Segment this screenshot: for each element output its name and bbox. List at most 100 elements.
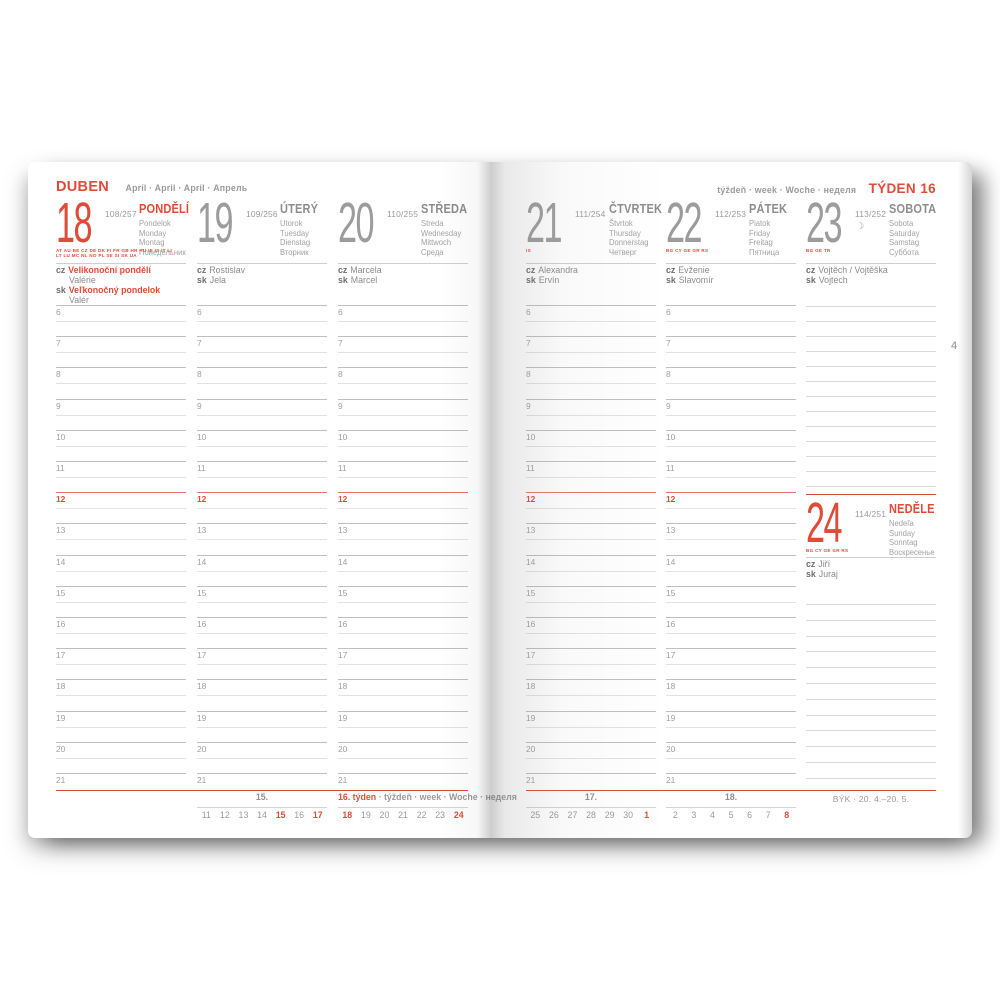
half-hour-line [197, 757, 327, 759]
notes-line [806, 351, 936, 352]
half-hour-line [197, 477, 327, 478]
weekday-title: ČTVRTEK [609, 202, 663, 216]
hour-label: 20 [666, 743, 676, 754]
hour-label: 18 [56, 681, 66, 692]
half-hour-line [526, 664, 656, 666]
right-page-week-rule [526, 790, 936, 791]
day-column-20: 20 110/255 STŘEDA Streda Wednesday Mittwoch Ср… [338, 162, 468, 838]
nameday-block: cz Jiří sk Juraj [806, 559, 936, 580]
hour-label: 9 [56, 400, 61, 411]
nameday-country-prefix: sk [338, 274, 348, 285]
hour-line [526, 305, 656, 306]
half-hour-line [197, 664, 327, 666]
hour-label: 16 [56, 619, 66, 629]
names-separator [806, 263, 936, 264]
hour-line [197, 523, 327, 525]
hour-label: 21 [338, 775, 348, 785]
notes-line [806, 762, 936, 763]
half-hour-line [56, 695, 186, 697]
nameday-row: sk Vojtech [806, 275, 936, 286]
nameday-country-prefix: sk [197, 274, 207, 285]
half-hour-line [56, 508, 186, 510]
hour-label: 12 [338, 494, 348, 505]
hour-label: 10 [526, 431, 536, 442]
half-hour-line [666, 601, 796, 603]
day-header-23: 23 113/252 ☾ SOBOTA Sobota Saturday Samstag Суб… [806, 191, 936, 264]
half-hour-line [338, 445, 468, 447]
half-hour-line [197, 539, 327, 541]
hour-label: 19 [526, 712, 536, 723]
nameday-block: cz Alexandra sk Ervín [526, 265, 656, 286]
weekday-title: PONDĚLÍ [139, 202, 190, 216]
hour-line [666, 492, 796, 494]
weekday-title: STŘEDA [421, 202, 468, 216]
hour-label: 7 [197, 338, 202, 349]
notes-line [806, 441, 936, 442]
footer-rule [338, 807, 468, 808]
day-number: 23 [806, 191, 843, 255]
half-hour-line [338, 664, 468, 666]
footer-day-numbers: 2 3 4 5 6 7 8 [666, 810, 796, 820]
hour-line [666, 585, 796, 587]
hour-label: 14 [56, 556, 66, 567]
nameday-text: Veľkonočný pondelok [68, 284, 161, 295]
names-separator [56, 263, 186, 264]
hour-line [197, 773, 327, 774]
hour-label: 8 [338, 369, 343, 380]
nameday-text: Vojtěch / Vojtěška [818, 265, 888, 275]
nameday-country-prefix: cz [56, 265, 66, 275]
half-hour-line [666, 633, 796, 634]
notes-line [806, 635, 936, 637]
hour-label: 18 [197, 681, 207, 692]
hour-line [526, 710, 656, 712]
hour-line [56, 710, 186, 712]
hour-label: 11 [666, 463, 675, 473]
holiday-country-codes: BG CY GE GR RS [806, 548, 849, 553]
hour-line [56, 523, 186, 525]
footer-rule [666, 807, 796, 808]
footer-day-number: 12 [219, 810, 230, 820]
hour-line [666, 773, 796, 774]
notes-line [806, 746, 936, 748]
hour-line [666, 710, 796, 712]
half-hour-line [526, 383, 656, 385]
hour-label: 6 [197, 307, 202, 317]
hour-line [666, 648, 796, 650]
hour-line [56, 367, 186, 369]
weekday-translations: Štvrtok Thursday Donnerstag Четверг [609, 218, 649, 257]
nameday-row: sk Jela [197, 274, 327, 286]
day-of-year: 109/256 [246, 209, 278, 219]
half-hour-line [666, 570, 796, 572]
nameday-row: sk Ervín [526, 275, 656, 286]
hour-label: 8 [56, 369, 61, 380]
hour-line [56, 429, 186, 431]
notes-line [806, 411, 936, 412]
footer-week-label: 18. [724, 792, 738, 802]
half-hour-line [338, 352, 468, 354]
footer-day-number: 26 [548, 810, 559, 820]
left-page-header: DUBEN Apríl · April · April · Апрель [56, 178, 247, 196]
day-column-19: 19 109/256 ÚTERÝ Utorok Tuesday Dienstag Вторн… [197, 162, 327, 838]
hour-line [338, 741, 468, 743]
half-hour-line [56, 445, 186, 447]
day-of-year: 108/257 [105, 209, 137, 219]
page-number: 4 [951, 340, 958, 352]
hour-label: 18 [666, 681, 676, 692]
footer-day-number: 2 [672, 810, 678, 820]
footer-day-number: 19 [360, 810, 371, 820]
hour-label: 19 [56, 712, 66, 723]
nameday-row: cz Velikonoční pondělí [56, 265, 186, 276]
nameday-country-prefix: sk [666, 274, 676, 285]
nameday-row: Valér [69, 295, 186, 306]
hour-line [56, 741, 186, 743]
half-hour-line [526, 445, 656, 447]
hour-line [526, 367, 656, 369]
half-hour-line [526, 321, 656, 322]
footer-day-number: 22 [416, 810, 427, 820]
zodiac-label: BÝK · 20. 4.–20. 5. [832, 794, 910, 804]
day-of-year: 114/251 [855, 509, 887, 519]
week-title: TÝDEN [868, 181, 916, 196]
half-hour-line [666, 445, 796, 447]
hour-label: 18 [526, 681, 536, 692]
half-hour-line [338, 414, 468, 416]
